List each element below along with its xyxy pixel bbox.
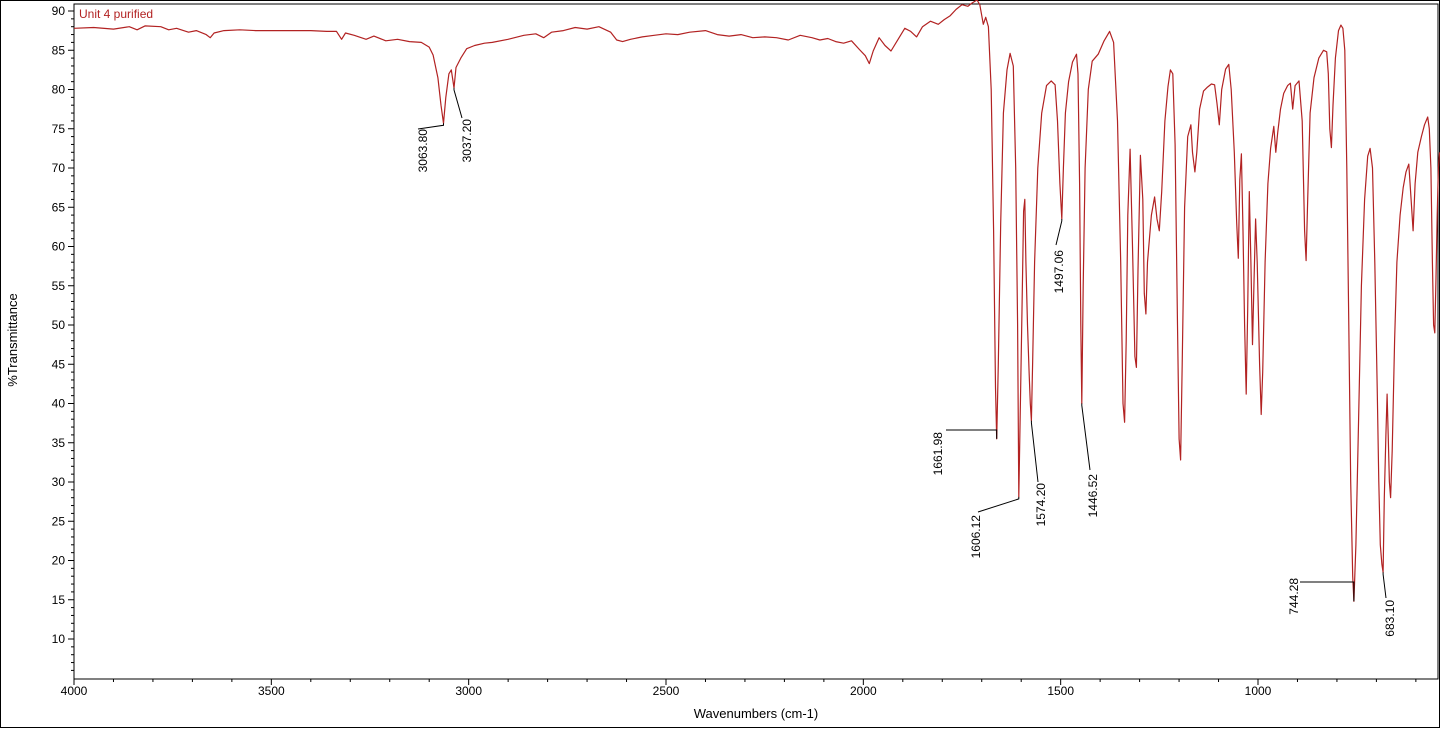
x-tick-label: 4000 [61,684,88,698]
peak-leader-line [417,123,444,130]
x-tick-label: 1500 [1047,684,1074,698]
y-axis: 10 15 20 25 30 35 40 45 50 55 60 65 70 75 80 85 90 [52,4,74,671]
peak-annotations: 3063.80 3037.20 1661.98 1606.12 1574.20 1497.… [416,87,1397,637]
legend-series-name: Unit 4 purified [79,7,153,21]
y-tick-label: 65 [52,200,66,214]
peak-label: 1446.52 [1086,474,1100,518]
y-tick-label: 75 [52,122,66,136]
y-tick-label: 45 [52,357,66,371]
y-tick-label: 20 [52,554,66,568]
y-tick-label: 15 [52,593,66,607]
peak-label: 3063.80 [416,129,430,173]
y-tick-label: 55 [52,279,66,293]
peak-leader-line [977,496,1020,513]
peak-label: 3037.20 [460,119,474,163]
y-tick-label: 70 [52,161,66,175]
peak-label: 1497.06 [1052,250,1066,294]
y-tick-label: 60 [52,240,66,254]
x-tick-label: 2000 [850,684,877,698]
peak-leader-line [1300,581,1355,602]
peak-label: 683.10 [1383,600,1397,637]
y-tick-label: 10 [52,632,66,646]
peak-label: 1661.98 [931,432,945,476]
peak-label: 1574.20 [1034,483,1048,527]
y-tick-label: 85 [52,43,66,57]
peak-leader-line [1055,219,1063,246]
x-tick-label: 1000 [1245,684,1272,698]
x-axis: 4000 3500 3000 2500 2000 1500 1000 [61,679,1417,698]
peak-leader-line [1081,403,1091,471]
y-tick-label: 30 [52,475,66,489]
y-tick-label: 80 [52,83,66,97]
x-tick-label: 2500 [653,684,680,698]
y-tick-label: 40 [52,397,66,411]
spectrum-line-0 [73,0,1440,602]
y-tick-label: 35 [52,436,66,450]
x-tick-label: 3500 [258,684,285,698]
y-tick-label: 25 [52,514,66,528]
peak-label: 1606.12 [969,515,983,559]
y-tick-label: 90 [52,4,66,18]
peak-leader-line [453,87,463,119]
peak-leader-line [1382,572,1387,599]
y-axis-label: %Transmittance [5,293,20,386]
peak-leader-line [946,429,998,439]
x-axis-label: Wavenumbers (cm-1) [694,706,818,721]
peak-label: 744.28 [1287,578,1301,615]
x-tick-label: 3000 [455,684,482,698]
y-tick-label: 50 [52,318,66,332]
peak-leader-line [1030,420,1039,483]
series-layer [73,0,1440,602]
plot-area [73,3,1439,680]
